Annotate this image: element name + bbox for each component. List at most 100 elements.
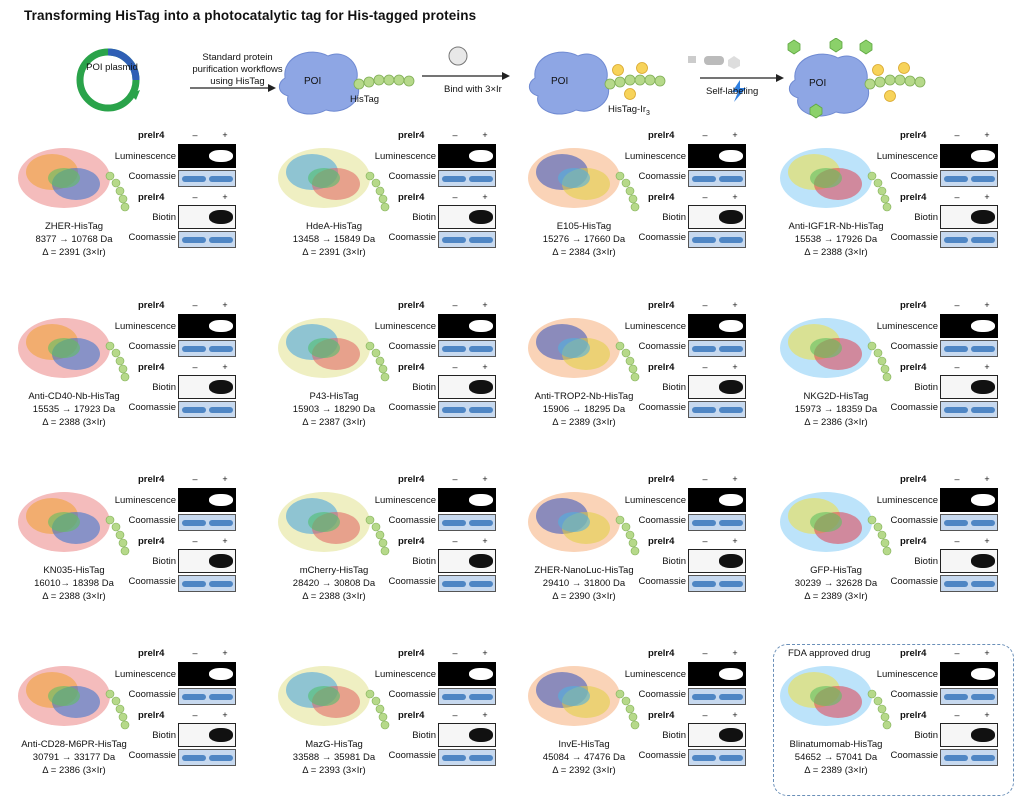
protein-mass: 15903 → 18290 Da xyxy=(292,404,376,415)
protein-mass: 15276 → 17660 Da xyxy=(542,234,626,245)
coomassie-blot xyxy=(688,340,746,357)
plus-sign: + xyxy=(732,710,738,720)
coomassie-label: Coomassie xyxy=(638,515,686,526)
prelr-label: prelr4 xyxy=(398,300,425,311)
prelr-label: prelr4 xyxy=(398,710,425,721)
step3-label: Self-labeling xyxy=(706,86,759,97)
biotin-blot xyxy=(178,549,236,573)
protein-mass: 33588 → 35981 Da xyxy=(292,752,376,763)
coomassie-label: Coomassie xyxy=(128,515,176,526)
luminescence-label: Luminescence xyxy=(876,669,938,680)
biotin-label: Biotin xyxy=(662,730,686,741)
protein-mass: 30791 → 33177 Da xyxy=(32,752,116,763)
plus-sign: + xyxy=(482,362,488,372)
prelr-label: prelr4 xyxy=(138,130,165,141)
protein-mass: 45084 → 47476 Da xyxy=(542,752,626,763)
coomassie-blot xyxy=(178,401,236,418)
biotin-blot xyxy=(688,205,746,229)
protein-name: E105-HisTag xyxy=(556,221,612,232)
minus-sign: – xyxy=(192,362,198,372)
prelr-label: prelr4 xyxy=(138,474,165,485)
plus-sign: + xyxy=(984,130,990,140)
protein-panel: Anti-IGF1R-Nb-HisTag 15538 → 17926 Da Δ … xyxy=(772,128,1017,283)
prelr-label: prelr4 xyxy=(138,362,165,373)
prelr-label: prelr4 xyxy=(398,648,425,659)
histag-beads-icon xyxy=(864,74,926,90)
protein-delta: Δ = 2389 (3×Ir) xyxy=(804,765,868,776)
plus-sign: + xyxy=(732,130,738,140)
prelr-label: prelr4 xyxy=(900,362,927,373)
minus-sign: – xyxy=(452,474,458,484)
protein-mass: 30239 → 32628 Da xyxy=(794,578,878,589)
fda-approved-box xyxy=(773,644,1014,796)
protein-structure-icon xyxy=(18,492,130,556)
prelr-label: prelr4 xyxy=(900,648,927,659)
protein-name: mCherry-HisTag xyxy=(299,565,369,576)
luminescence-blot xyxy=(688,144,746,168)
minus-sign: – xyxy=(452,710,458,720)
coomassie-blot xyxy=(438,688,496,705)
coomassie-label: Coomassie xyxy=(388,341,436,352)
luminescence-blot xyxy=(178,144,236,168)
minus-sign: – xyxy=(452,362,458,372)
coomassie-blot xyxy=(688,170,746,187)
coomassie-blot xyxy=(688,514,746,531)
minus-sign: – xyxy=(192,710,198,720)
plasmid-insert-icon xyxy=(107,48,140,81)
protein-structure-icon xyxy=(528,492,640,556)
coomassie-label: Coomassie xyxy=(890,750,938,761)
prelr-label: prelr4 xyxy=(900,130,927,141)
plus-sign: + xyxy=(222,710,228,720)
plasmid-label: POI plasmid xyxy=(86,62,138,73)
coomassie-blot xyxy=(438,514,496,531)
protein-mass: 29410 → 31800 Da xyxy=(542,578,626,589)
plus-sign: + xyxy=(222,648,228,658)
luminescence-label: Luminescence xyxy=(876,321,938,332)
plus-sign: + xyxy=(222,130,228,140)
protein-mass: 54652 → 57041 Da xyxy=(794,752,878,763)
luminescence-blot xyxy=(178,662,236,686)
coomassie-label: Coomassie xyxy=(388,402,436,413)
biotin-blot xyxy=(940,723,998,747)
luminescence-label: Luminescence xyxy=(374,669,436,680)
protein-mass: 15538 → 17926 Da xyxy=(794,234,878,245)
minus-sign: – xyxy=(192,192,198,202)
protein-panel: ZHER-NanoLuc-HisTag 29410 → 31800 Da Δ =… xyxy=(520,472,770,627)
luminescence-label: Luminescence xyxy=(114,321,176,332)
histag-beads-icon xyxy=(604,74,666,90)
protein-delta: Δ = 2388 (3×Ir) xyxy=(302,591,366,602)
coomassie-label: Coomassie xyxy=(388,689,436,700)
minus-sign: – xyxy=(452,300,458,310)
prelr-label: prelr4 xyxy=(648,710,675,721)
protein-name: InvE-HisTag xyxy=(558,739,610,750)
coomassie-label: Coomassie xyxy=(128,232,176,243)
coomassie-blot xyxy=(178,170,236,187)
minus-sign: – xyxy=(954,648,960,658)
luminescence-blot xyxy=(940,144,998,168)
luminescence-label: Luminescence xyxy=(624,669,686,680)
biotin-blot xyxy=(688,723,746,747)
plus-sign: + xyxy=(732,300,738,310)
minus-sign: – xyxy=(954,362,960,372)
coomassie-blot xyxy=(940,231,998,248)
minus-sign: – xyxy=(192,130,198,140)
protein-name: Anti-TROP2-Nb-HisTag xyxy=(534,391,634,402)
biotin-blot xyxy=(438,375,496,399)
protein-delta: Δ = 2392 (3×Ir) xyxy=(552,765,616,776)
protein-structure-icon xyxy=(18,148,130,212)
minus-sign: – xyxy=(192,300,198,310)
coomassie-blot xyxy=(438,575,496,592)
coomassie-blot xyxy=(688,749,746,766)
histag-ir-label: HisTag-Ir3 xyxy=(608,104,650,117)
coomassie-blot xyxy=(940,688,998,705)
coomassie-label: Coomassie xyxy=(638,341,686,352)
coomassie-label: Coomassie xyxy=(638,402,686,413)
protein-panel: E105-HisTag 15276 → 17660 Da Δ = 2384 (3… xyxy=(520,128,770,283)
biotin-label: Biotin xyxy=(152,382,176,393)
ir-complex-icon xyxy=(872,62,910,102)
coomassie-label: Coomassie xyxy=(128,576,176,587)
protein-panel: InvE-HisTag 45084 → 47476 Da Δ = 2392 (3… xyxy=(520,646,770,801)
biotin-label: Biotin xyxy=(662,556,686,567)
histag-beads-icon xyxy=(353,74,415,90)
protein-mass: 8377 → 10768 Da xyxy=(35,234,113,245)
